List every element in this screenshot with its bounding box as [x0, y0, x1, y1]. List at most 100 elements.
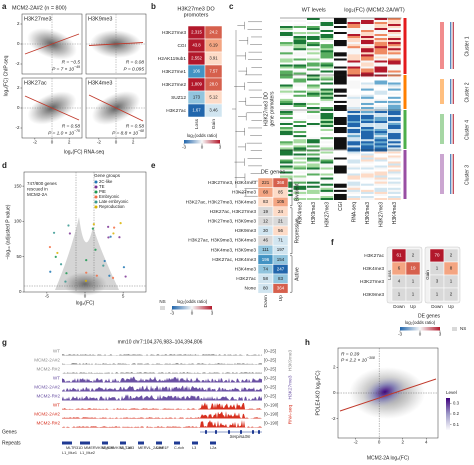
- heatmap-column: [293, 18, 307, 200]
- trend-line: [339, 378, 437, 412]
- highlight-dot: [119, 222, 122, 225]
- track-range: [0–25]: [264, 349, 276, 354]
- cell-value: 21: [278, 218, 284, 223]
- track-label: MCM2-2A#2: [34, 412, 60, 417]
- cell-value: 1: [412, 292, 415, 297]
- exponent: −70: [74, 129, 80, 133]
- row-label: Repeats: [2, 440, 21, 446]
- cell-value: 2,315: [191, 30, 202, 35]
- cell-value: 58: [263, 276, 269, 281]
- legend-title: Gene groups: [94, 173, 121, 178]
- highlight-dot: [48, 245, 52, 249]
- panel-label: c: [229, 2, 234, 11]
- cell-value: 2: [450, 292, 453, 297]
- cluster-bar: [403, 110, 407, 149]
- subplot-title: H3K27me3: [24, 16, 52, 22]
- stat-r: R = −0.5: [62, 59, 81, 65]
- y-axis-label: −log₁₀ (adjusted P value): [5, 204, 11, 259]
- track-range: [0–190]: [264, 421, 278, 426]
- stat-r: R = 0.58: [126, 123, 145, 129]
- x-tick-label: 2: [132, 140, 135, 145]
- cell-value: 247: [277, 266, 285, 271]
- cell-value: 80: [263, 286, 269, 291]
- heatmap-cell: [204, 103, 223, 118]
- y-tick-label: 2: [17, 21, 20, 26]
- mini-colorbar: [440, 154, 444, 194]
- legend-swatch: [94, 180, 98, 184]
- repeat-block: [210, 441, 216, 445]
- column-label: H3K4me3: [392, 202, 398, 224]
- cell-value: 6: [398, 266, 401, 271]
- exon: [240, 430, 242, 434]
- row-label: H3K27ac: [236, 276, 256, 282]
- repeat-label: MMERVK9C_I-int: [84, 446, 115, 450]
- ns-swatch: [160, 306, 165, 310]
- track-label: WT: [53, 376, 60, 381]
- x-axis-label: log₂(FC): [76, 300, 95, 306]
- column-label: Down: [431, 304, 443, 309]
- cell-value: 70: [434, 253, 440, 258]
- column-label: Up: [278, 295, 284, 301]
- highlight-dot: [84, 279, 88, 282]
- x-tick-label: 2: [68, 140, 71, 145]
- stat-r: R = 0.58: [62, 123, 81, 129]
- repeat-label: MERVL_2A-int: [138, 446, 164, 450]
- side-label: gene promoters: [269, 91, 275, 127]
- block-label: Gain: [425, 270, 430, 280]
- panel-label: h: [305, 338, 310, 347]
- locus-header: mm10 chr7:104,376,983–104,394,806: [118, 339, 203, 345]
- highlight-dot: [67, 224, 70, 227]
- stat-r: R = 0.39: [341, 351, 360, 357]
- legend-title: log₂(odds ratio): [177, 299, 208, 304]
- subplot-title: H3K4me3: [88, 80, 112, 86]
- highlight-dot: [102, 264, 105, 267]
- cell-value: 24.2: [209, 30, 218, 35]
- title: H3K27me3 DO: [177, 6, 215, 12]
- track-label: WT: [53, 349, 60, 354]
- side-label: H3K27me3 DO: [263, 92, 269, 126]
- trend-line: [88, 94, 144, 122]
- heatmap-column: [388, 18, 401, 200]
- column-label: H3K27me3: [325, 202, 331, 227]
- stat-p: P = 7 × 10−49: [52, 65, 80, 72]
- heatmap-column: [361, 18, 374, 200]
- stat-p: P = 0.095: [124, 66, 145, 72]
- cell-value: 3.91: [209, 56, 218, 61]
- repeat-block: [66, 441, 72, 445]
- title: promoters: [184, 12, 209, 18]
- cell-value: 56: [278, 228, 284, 233]
- cell-value: 368: [277, 180, 285, 185]
- cell-value: 7.57: [209, 69, 218, 74]
- x-tick-label: 0: [378, 440, 381, 445]
- panel-label: f: [331, 238, 334, 247]
- coverage-track: [62, 394, 262, 401]
- cell-value: 46: [263, 238, 269, 243]
- repeat-label: MMERVK9C_I-int: [102, 446, 133, 450]
- mini-colorbar: [450, 79, 454, 104]
- exon: [228, 430, 230, 434]
- cell-value: 197: [277, 247, 285, 252]
- exponent: −308: [367, 356, 375, 360]
- mini-colorbar: [440, 114, 444, 144]
- cell-value: 1: [436, 292, 439, 297]
- cell-value: 6.19: [209, 43, 218, 48]
- column-label: Up: [448, 304, 454, 309]
- legend-tick: 3: [439, 332, 442, 337]
- cell-value: 3.46: [209, 108, 218, 113]
- cell-value: 71: [278, 238, 284, 243]
- colorbar: [446, 398, 450, 430]
- repeat-block: [102, 441, 108, 445]
- column-label: H3K9me3: [365, 202, 371, 224]
- column-label: Gain: [211, 119, 217, 129]
- highlight-dot: [56, 251, 59, 255]
- row-label: CGI: [177, 43, 186, 49]
- repeat-label: C-rich: [174, 446, 184, 450]
- highlight-dot: [52, 231, 56, 234]
- x-axis-label: MCM2-2A log₂(FC): [367, 455, 410, 461]
- legend-label: NS: [460, 326, 466, 331]
- note: MCM2-2A: [27, 192, 47, 197]
- coverage-track: [62, 411, 262, 419]
- heatmap-cell: [443, 287, 459, 302]
- repeat-label: MLTR31D: [66, 446, 83, 450]
